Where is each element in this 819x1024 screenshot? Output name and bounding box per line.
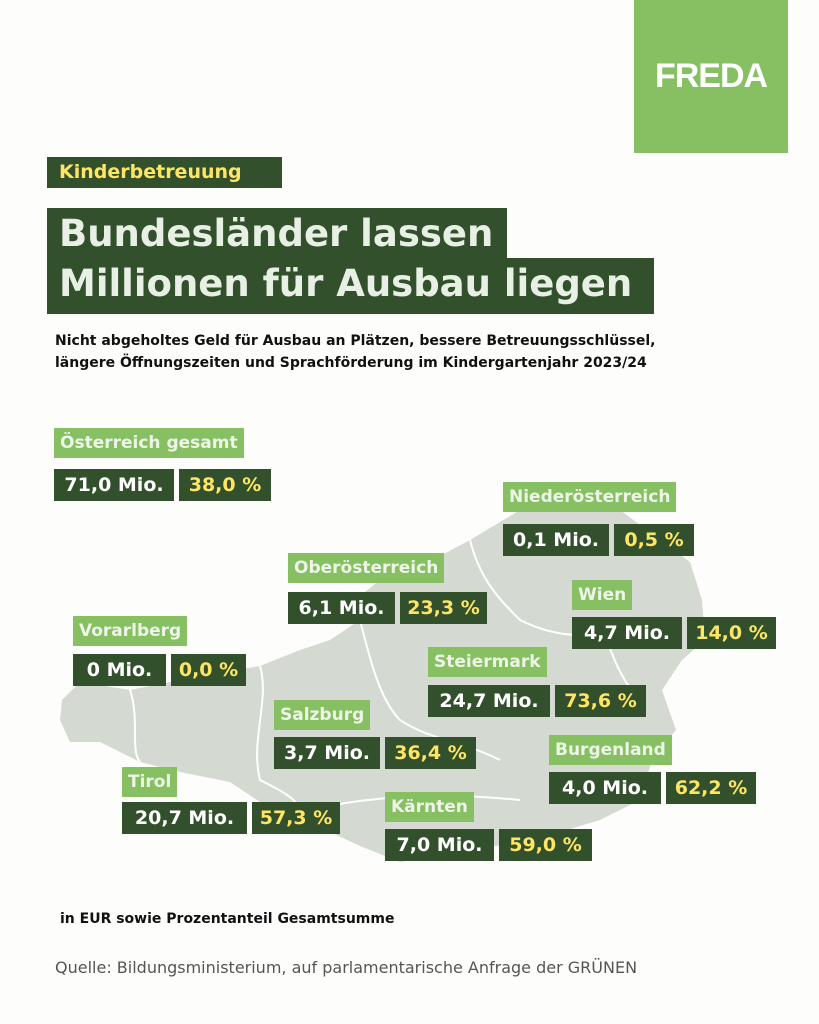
region-name: Steiermark bbox=[428, 647, 547, 677]
region-percent: 14,0 % bbox=[687, 617, 776, 649]
title-line-1: Bundesländer lassen bbox=[47, 208, 507, 260]
region-amount: 4,7 Mio. bbox=[572, 617, 682, 649]
freda-logo: FREDA bbox=[634, 0, 788, 153]
region-amount: 4,0 Mio. bbox=[549, 772, 661, 804]
region-name: Salzburg bbox=[274, 700, 371, 730]
region-percent: 0,0 % bbox=[171, 654, 246, 686]
region-name: Wien bbox=[572, 580, 633, 610]
source-note: Quelle: Bildungsministerium, auf parlame… bbox=[55, 958, 638, 977]
unit-note: in EUR sowie Prozentanteil Gesamtsumme bbox=[60, 911, 395, 927]
region-name: Österreich gesamt bbox=[54, 428, 244, 458]
topic-tag: Kinderbetreuung bbox=[47, 157, 282, 188]
subtitle-line-2: längere Öffnungszeiten und Sprachförderu… bbox=[55, 355, 647, 371]
region-amount: 7,0 Mio. bbox=[385, 829, 494, 861]
region-percent: 73,6 % bbox=[555, 685, 646, 717]
region-name: Tirol bbox=[122, 767, 178, 797]
region-amount: 20,7 Mio. bbox=[122, 802, 247, 834]
subtitle: Nicht abgeholtes Geld für Ausbau an Plät… bbox=[55, 330, 655, 374]
region-amount: 3,7 Mio. bbox=[274, 737, 380, 769]
region-percent: 36,4 % bbox=[385, 737, 476, 769]
region-percent: 57,3 % bbox=[252, 802, 340, 834]
austria-shape bbox=[60, 500, 705, 862]
subtitle-line-1: Nicht abgeholtes Geld für Ausbau an Plät… bbox=[55, 333, 656, 349]
region-amount: 6,1 Mio. bbox=[288, 592, 395, 624]
region-name: Niederösterreich bbox=[503, 482, 677, 512]
region-amount: 71,0 Mio. bbox=[54, 469, 174, 501]
region-name: Kärnten bbox=[385, 792, 474, 822]
region-amount: 0,1 Mio. bbox=[503, 524, 609, 556]
region-percent: 0,5 % bbox=[614, 524, 694, 556]
region-percent: 59,0 % bbox=[499, 829, 592, 861]
region-name: Burgenland bbox=[549, 735, 672, 765]
region-percent: 23,3 % bbox=[400, 592, 487, 624]
region-percent: 62,2 % bbox=[666, 772, 756, 804]
region-amount: 24,7 Mio. bbox=[428, 685, 550, 717]
title-line-2: Millionen für Ausbau liegen bbox=[47, 258, 654, 314]
region-name: Oberösterreich bbox=[288, 553, 445, 583]
region-percent: 38,0 % bbox=[179, 469, 271, 501]
region-name: Vorarlberg bbox=[73, 616, 188, 646]
region-amount: 0 Mio. bbox=[73, 654, 166, 686]
